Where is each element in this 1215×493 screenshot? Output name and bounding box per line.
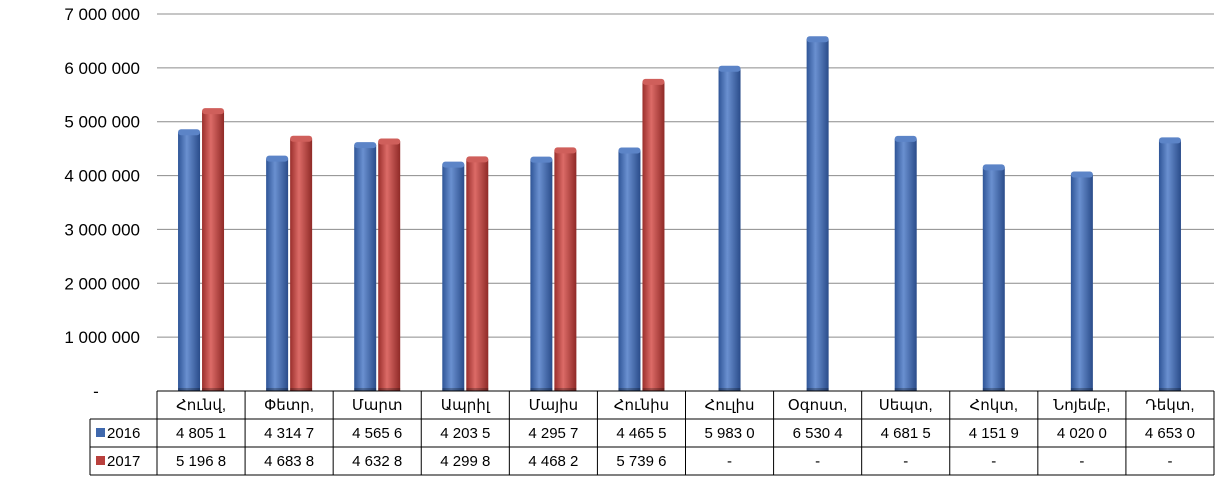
bar-cap — [718, 65, 741, 72]
gridlines — [157, 13, 1214, 338]
y-axis-ticks: - 1 000 000 2 000 000 3 000 000 4 000 000 5 0… — [64, 5, 140, 401]
bar-2016-11 — [1158, 137, 1181, 391]
table-cell-2017: - — [903, 453, 908, 470]
bar-cap — [378, 138, 401, 145]
y-tick-label: 2 000 000 — [64, 274, 140, 293]
table-cell-2017: - — [1167, 453, 1172, 470]
bar-cap — [530, 156, 553, 163]
bar-2017-5 — [642, 78, 665, 392]
bar-cap — [202, 108, 225, 115]
category-label: Ապրիլ — [441, 397, 491, 414]
legend-label-2016: 2016 — [107, 425, 140, 442]
category-label: Հունվ, — [176, 397, 226, 414]
y-tick-label: 3 000 000 — [64, 220, 140, 239]
bar-2016-1 — [266, 155, 289, 391]
table-cell-2016: 5 983 0 — [705, 425, 755, 442]
table-cell-2017: 5 196 8 — [176, 453, 226, 470]
table-cell-2016: 6 530 4 — [793, 425, 843, 442]
bar-cap — [266, 155, 289, 162]
legend-key-2017 — [96, 456, 105, 465]
category-label: Հուլիս — [705, 397, 755, 414]
y-tick-label: 5 000 000 — [64, 113, 140, 132]
table-cell-2016: 4 653 0 — [1145, 425, 1195, 442]
bar-2016-7 — [806, 36, 829, 391]
bar-2017-2 — [378, 138, 401, 391]
category-label: Սեպտ, — [879, 397, 933, 414]
category-label: Մարտ — [352, 397, 403, 414]
y-tick-label: 4 000 000 — [64, 167, 140, 186]
bar-cap — [894, 135, 917, 142]
bar-cap — [554, 147, 577, 154]
bar-cap — [442, 161, 465, 168]
bar-2016-5 — [618, 147, 641, 391]
y-tick-label: 6 000 000 — [64, 59, 140, 78]
y-tick-label: 7 000 000 — [64, 5, 140, 24]
table-cell-2016: 4 805 1 — [176, 425, 226, 442]
bar-2017-1 — [290, 135, 313, 391]
table-cell-2017: - — [727, 453, 732, 470]
bar-cap — [806, 36, 829, 43]
table-cell-2016: 4 295 7 — [528, 425, 578, 442]
table-cell-2016: 4 465 5 — [616, 425, 666, 442]
bar-cap — [642, 78, 665, 85]
table-cell-2017: 4 468 2 — [528, 453, 578, 470]
table-cell-2016: 4 020 0 — [1057, 425, 1107, 442]
bar-cap — [178, 129, 201, 136]
table-cell-2016: 4 681 5 — [881, 425, 931, 442]
bar-cap — [1070, 171, 1093, 178]
table-cell-2017: - — [991, 453, 996, 470]
table-cell-2016: 4 203 5 — [440, 425, 490, 442]
data-table: Հունվ, Փետր, Մարտ Ապրիլ Մայիս Հունիս Հուլիս Օգո… — [89, 390, 1215, 476]
bar-2017-3 — [466, 156, 489, 391]
table-cell-2016: 4 565 6 — [352, 425, 402, 442]
y-tick-label: 1 000 000 — [64, 328, 140, 347]
table-cell-2017: 4 299 8 — [440, 453, 490, 470]
category-label: Օգոստ, — [788, 397, 847, 414]
bar-2017-4 — [554, 147, 577, 391]
legend-key-2016 — [96, 428, 105, 437]
bar-2016-9 — [982, 164, 1005, 391]
y-tick-label: - — [93, 382, 99, 401]
category-label: Դեկտ, — [1145, 397, 1194, 414]
bar-2016-0 — [178, 129, 201, 391]
category-label: Հունիս — [614, 397, 669, 414]
bar-cap — [982, 164, 1005, 171]
table-cell-2017: 4 683 8 — [264, 453, 314, 470]
bar-cap — [1158, 137, 1181, 144]
table-cell-2016: 4 151 9 — [969, 425, 1019, 442]
table-cell-2017: - — [1079, 453, 1084, 470]
table-cell-2016: 4 314 7 — [264, 425, 314, 442]
category-label: Մայիս — [529, 397, 579, 414]
bar-2016-10 — [1070, 171, 1093, 391]
bar-cap — [354, 142, 377, 149]
category-label: Հոկտ, — [970, 397, 1019, 414]
legend-label-2017: 2017 — [107, 453, 140, 470]
bar-cap — [618, 147, 641, 154]
table-cell-2017: 4 632 8 — [352, 453, 402, 470]
bar-2016-6 — [718, 65, 741, 392]
bar-2016-4 — [530, 156, 553, 391]
bar-2016-2 — [354, 142, 377, 391]
category-label: Նոյեմբ, — [1053, 397, 1110, 414]
category-label: Փետր, — [264, 397, 314, 414]
bars — [178, 36, 1181, 392]
bar-2016-3 — [442, 161, 465, 391]
bar-2016-8 — [894, 135, 917, 391]
bar-cap — [466, 156, 489, 163]
bar-cap — [290, 135, 313, 142]
table-cell-2017: - — [815, 453, 820, 470]
table-cell-2017: 5 739 6 — [616, 453, 666, 470]
bar-2017-0 — [202, 108, 225, 391]
